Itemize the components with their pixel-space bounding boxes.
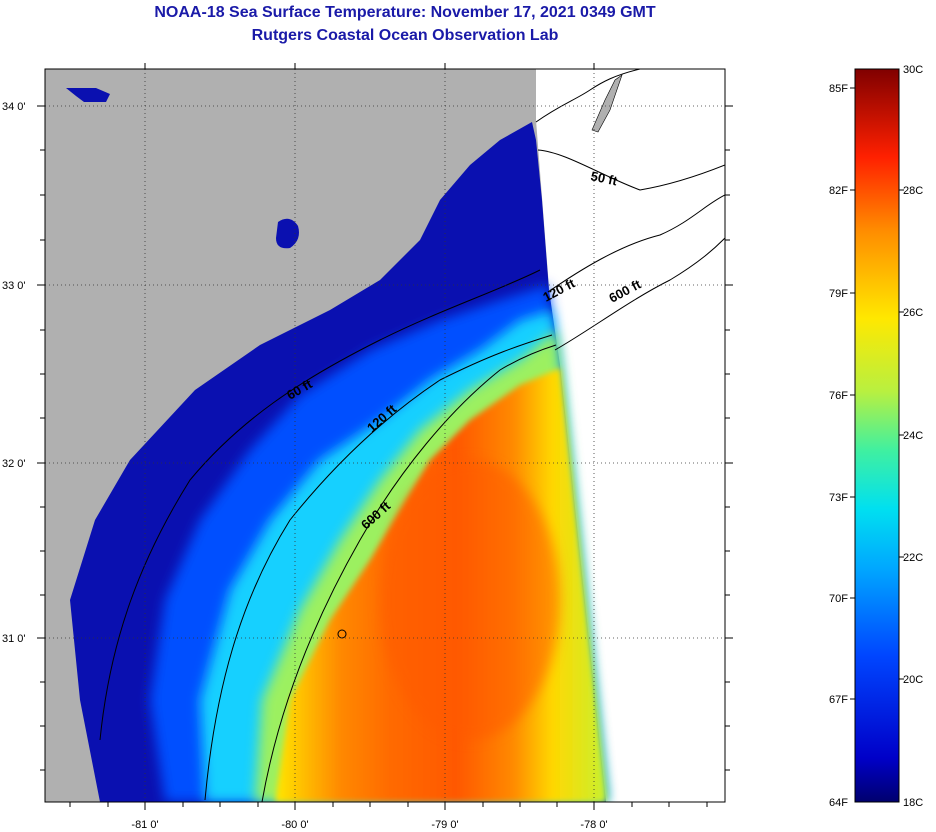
lon-label-80: -80 0' (281, 819, 308, 831)
contour-600ft (261, 344, 557, 802)
colorbar-ticks (850, 87, 904, 700)
colorbar-f-76: 76F (829, 390, 848, 402)
colorbar-f-70: 70F (829, 593, 848, 605)
lake (276, 218, 299, 249)
colorbar-f-79: 79F (829, 288, 848, 300)
colorbar-f-82: 82F (829, 185, 848, 197)
colorbar-c-24: 24C (903, 430, 923, 442)
map-frame (44, 68, 726, 803)
lon-label-79: -79 0' (431, 819, 458, 831)
colorbar (854, 68, 900, 803)
colorbar-c-18: 18C (903, 797, 923, 809)
colorbar-c-20: 20C (903, 674, 923, 686)
contour-120ft-east (547, 194, 725, 293)
cape (591, 74, 623, 133)
lat-label-31: 31 0' (2, 633, 26, 645)
graticule (45, 69, 725, 802)
colorbar-c-26: 26C (903, 307, 923, 319)
lon-label-81: -81 0' (131, 819, 158, 831)
lon-label-78: -78 0' (580, 819, 607, 831)
coastline (535, 69, 641, 123)
map-subtitle: Rutgers Coastal Ocean Observation Lab (251, 27, 559, 44)
contour-50ft-east (537, 149, 725, 191)
no-data-area (536, 69, 725, 802)
lat-label-32: 32 0' (2, 458, 26, 470)
colorbar-c-30: 30C (903, 64, 923, 76)
contour-120ft (204, 334, 553, 801)
colorbar-f-64: 64F (829, 797, 848, 809)
lat-label-34: 34 0' (2, 101, 26, 113)
colorbar-f-85: 85F (829, 83, 848, 95)
colorbar-c-28: 28C (903, 185, 923, 197)
colorbar-f-73: 73F (829, 492, 848, 504)
contour-50ft (99, 269, 541, 741)
hot-spot (380, 460, 560, 740)
lat-label-33: 33 0' (2, 280, 26, 292)
inland-water (66, 88, 110, 102)
map-title: NOAA-18 Sea Surface Temperature: Novembe… (154, 4, 656, 21)
contour-600ft-east (554, 237, 725, 351)
contour-label-50ft: 50 ft (589, 168, 619, 188)
axis-ticks (37, 63, 733, 810)
colorbar-c-22: 22C (903, 552, 923, 564)
colorbar-f-67: 67F (829, 694, 848, 706)
